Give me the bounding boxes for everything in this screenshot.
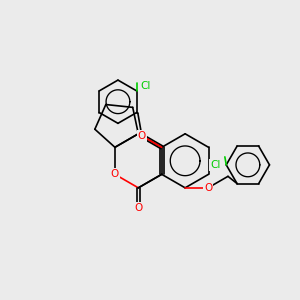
Text: O: O	[111, 169, 119, 179]
Text: O: O	[134, 203, 142, 214]
Text: Cl: Cl	[141, 80, 151, 91]
Text: Cl: Cl	[210, 160, 220, 170]
Text: O: O	[138, 131, 146, 141]
Text: O: O	[204, 183, 212, 193]
